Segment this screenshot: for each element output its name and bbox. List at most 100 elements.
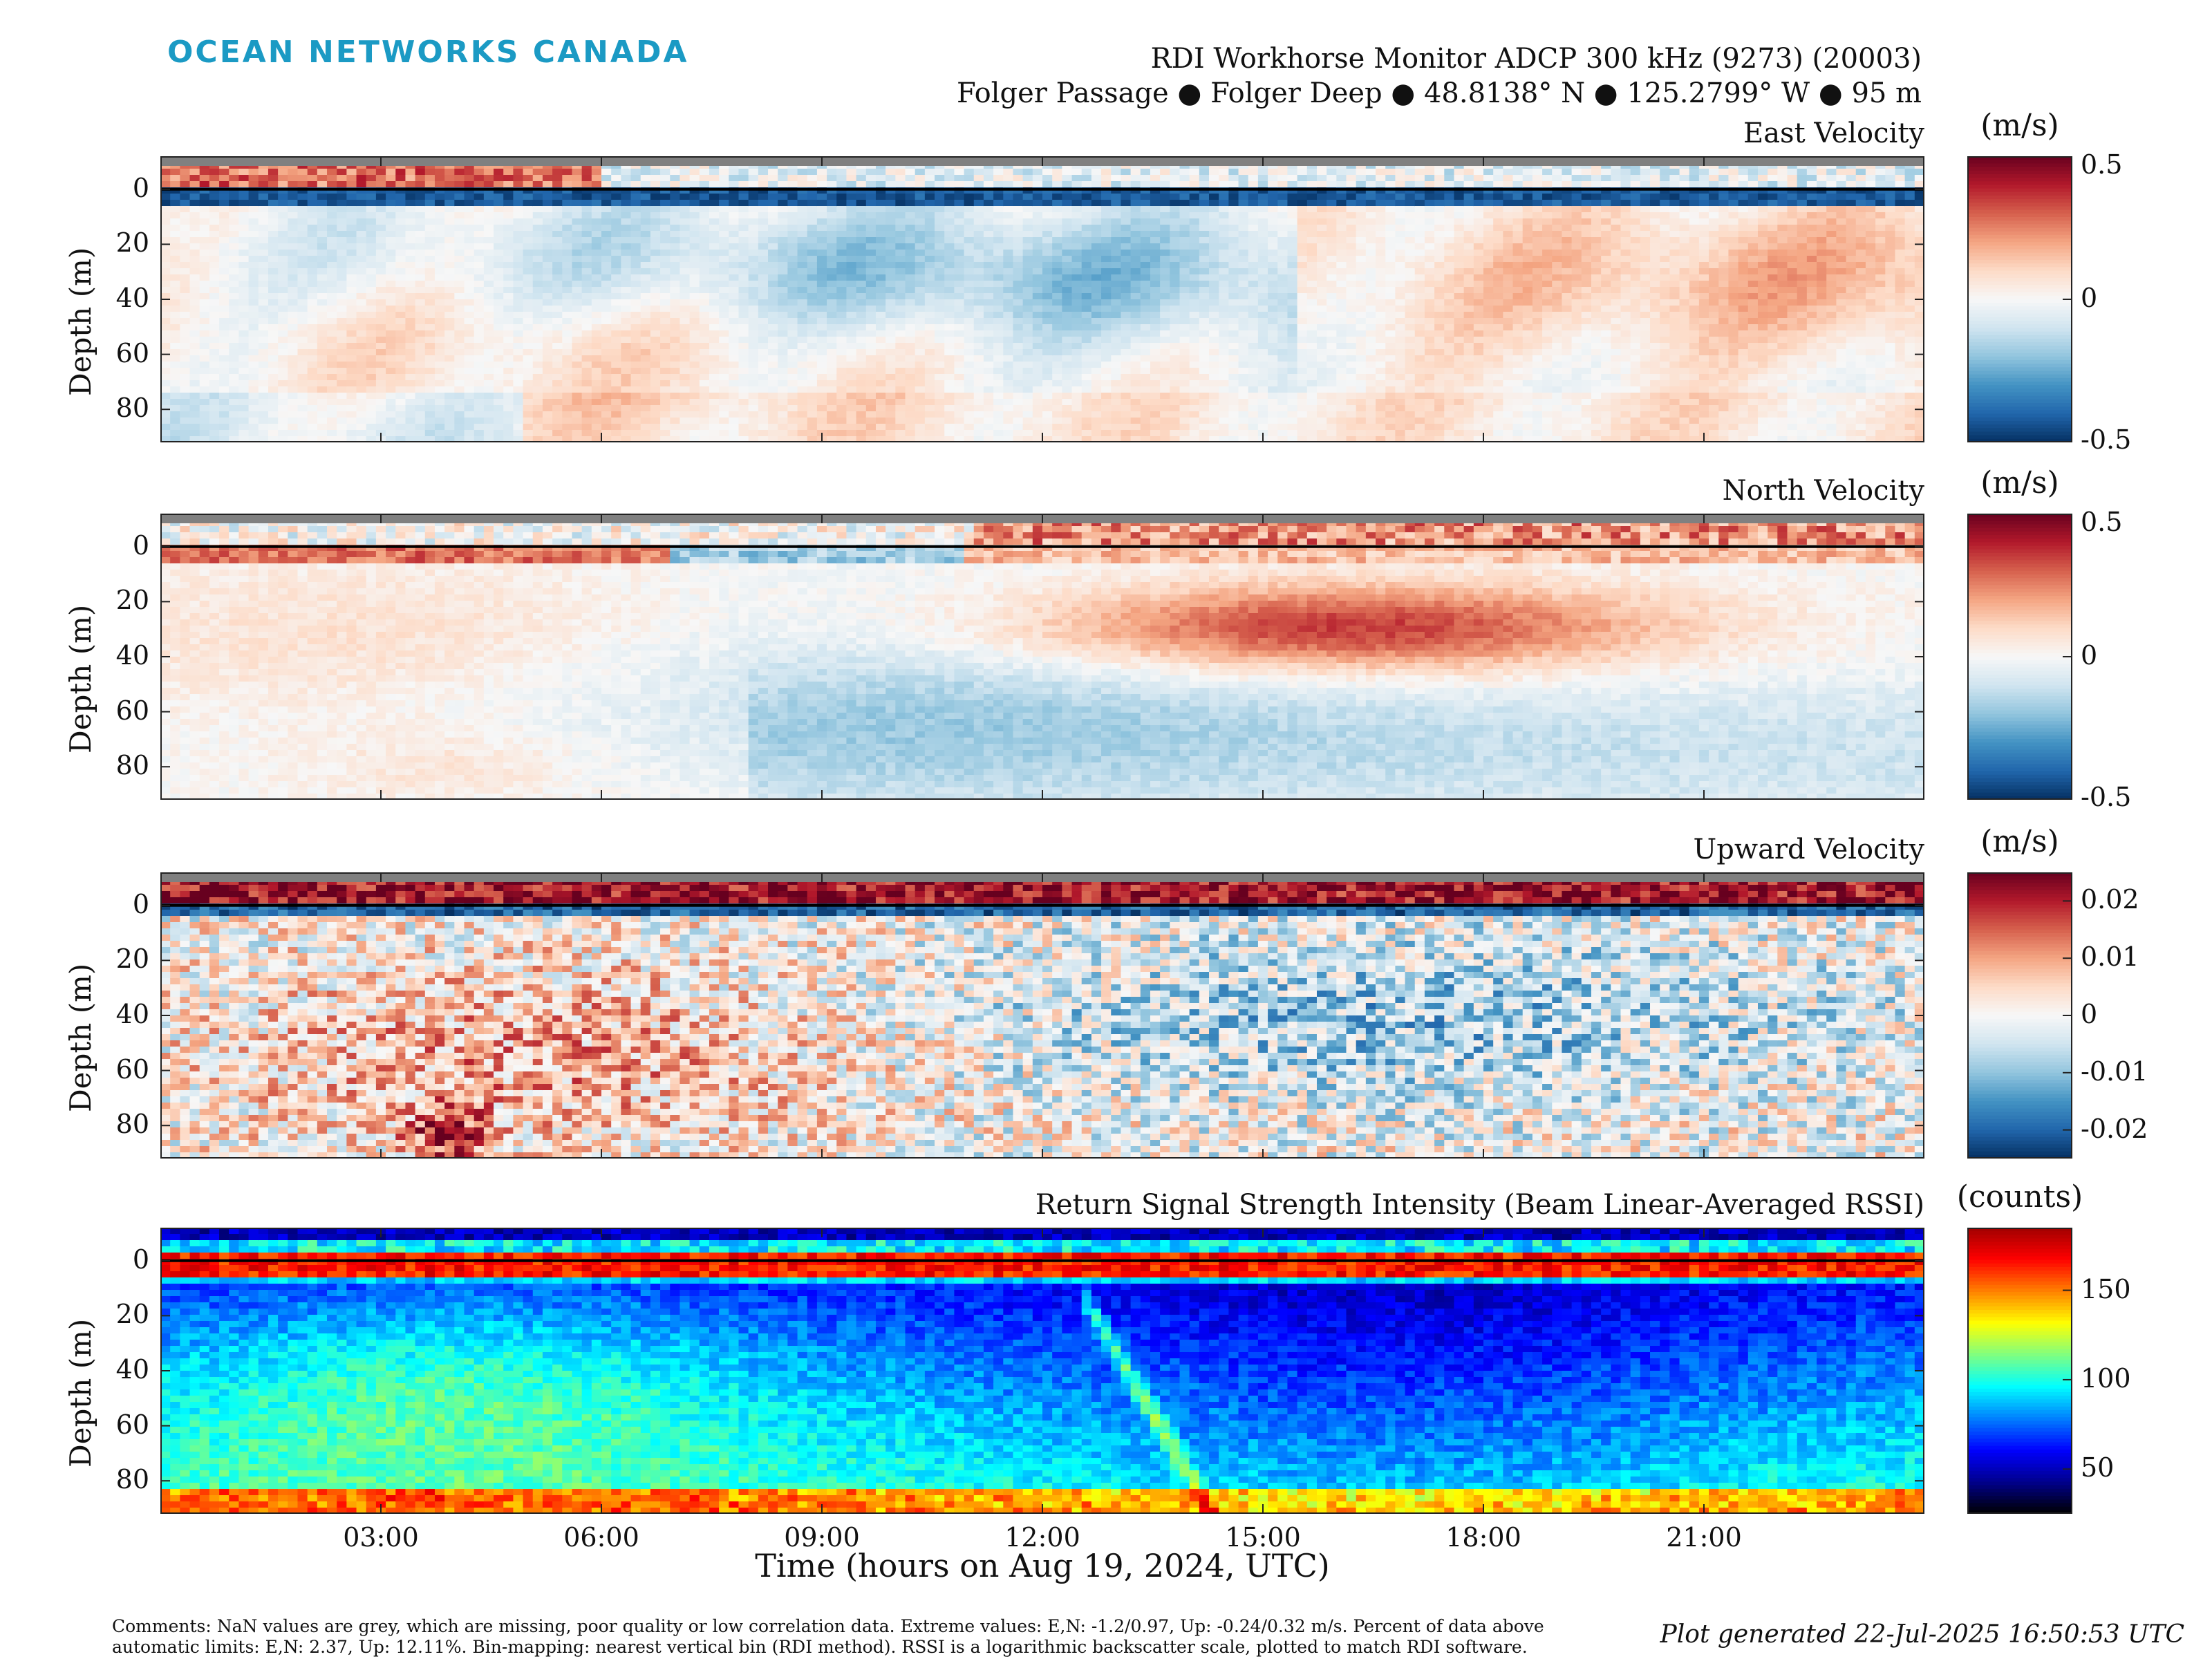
- heatmap-cell: [964, 318, 975, 325]
- heatmap-cell: [1170, 362, 1181, 368]
- heatmap-cell: [865, 169, 877, 176]
- heatmap-cell: [199, 243, 210, 250]
- heatmap-cell: [905, 256, 916, 263]
- heatmap-cell: [1042, 169, 1053, 176]
- heatmap-cell: [278, 399, 288, 406]
- heatmap-cell: [278, 250, 288, 256]
- heatmap-cell: [542, 206, 553, 213]
- heatmap-cell: [1101, 374, 1112, 381]
- heatmap-cell: [1140, 194, 1151, 200]
- heatmap-cell: [630, 231, 641, 238]
- heatmap-cell: [1052, 411, 1062, 418]
- heatmap-cell: [297, 268, 308, 275]
- heatmap-cell: [787, 268, 798, 275]
- heatmap-cell: [552, 256, 563, 263]
- heatmap-cell: [1003, 306, 1014, 312]
- heatmap-cell: [993, 349, 1004, 356]
- heatmap-cell: [562, 293, 573, 300]
- heatmap-cell: [483, 194, 494, 200]
- heatmap-cell: [964, 349, 975, 356]
- heatmap-cell: [170, 268, 180, 275]
- heatmap-cell: [1189, 343, 1200, 350]
- heatmap-cell: [670, 343, 681, 350]
- heatmap-cell: [572, 268, 583, 275]
- heatmap-cell: [699, 225, 710, 232]
- heatmap-cell: [483, 337, 494, 344]
- heatmap-cell: [219, 393, 229, 400]
- heatmap-cell: [503, 393, 514, 400]
- heatmap-cell: [288, 175, 299, 182]
- heatmap-cell: [238, 405, 250, 412]
- heatmap-cell: [1081, 330, 1092, 337]
- heatmap-cell: [562, 175, 573, 182]
- heatmap-cell: [1032, 194, 1043, 200]
- heatmap-cell: [758, 306, 769, 312]
- heatmap-cell: [973, 374, 984, 381]
- heatmap-cell: [601, 318, 612, 325]
- heatmap-cell: [415, 424, 426, 431]
- heatmap-cell: [670, 237, 681, 244]
- heatmap-cell: [229, 324, 240, 331]
- heatmap-cell: [983, 175, 994, 182]
- heatmap-cell: [229, 312, 240, 319]
- heatmap-cell: [1170, 349, 1181, 356]
- heatmap-cell: [650, 250, 661, 256]
- heatmap-cell: [827, 436, 837, 442]
- heatmap-cell: [199, 169, 210, 176]
- heatmap-cell: [395, 424, 406, 431]
- heatmap-cell: [317, 194, 328, 200]
- heatmap-cell: [621, 324, 632, 331]
- heatmap-cell: [346, 212, 357, 219]
- heatmap-cell: [238, 380, 250, 387]
- heatmap-cell: [209, 330, 220, 337]
- heatmap-cell: [670, 436, 681, 442]
- heatmap-cell: [160, 237, 171, 244]
- heatmap-cell: [895, 218, 906, 225]
- heatmap-cell: [905, 187, 916, 194]
- heatmap-cell: [846, 362, 857, 368]
- heatmap-cell: [1111, 194, 1122, 200]
- heatmap-cell: [356, 268, 367, 275]
- heatmap-cell: [807, 287, 818, 294]
- heatmap-cell: [415, 293, 426, 300]
- heatmap-cell: [317, 368, 328, 375]
- heatmap-cell: [719, 330, 729, 337]
- heatmap-cell: [993, 436, 1004, 442]
- heatmap-cell: [719, 194, 729, 200]
- heatmap-cell: [581, 368, 592, 375]
- heatmap-cell: [621, 430, 632, 437]
- heatmap-cell: [474, 194, 485, 200]
- heatmap-cell: [513, 243, 524, 250]
- heatmap-cell: [1062, 430, 1073, 437]
- heatmap-cell: [1032, 418, 1043, 424]
- heatmap-cell: [836, 430, 847, 437]
- heatmap-cell: [1042, 206, 1053, 213]
- heatmap-cell: [1209, 355, 1219, 362]
- heatmap-cell: [1189, 187, 1200, 194]
- heatmap-cell: [160, 212, 171, 219]
- heatmap-cell: [1111, 418, 1122, 424]
- heatmap-cell: [581, 243, 592, 250]
- heatmap-cell: [778, 231, 788, 238]
- heatmap-cell: [778, 430, 788, 437]
- heatmap-cell: [601, 355, 612, 362]
- heatmap-cell: [405, 194, 416, 200]
- heatmap-cell: [699, 380, 710, 387]
- heatmap-cell: [415, 368, 426, 375]
- heatmap-cell: [1091, 175, 1102, 182]
- heatmap-cell: [758, 218, 769, 225]
- heatmap-cell: [444, 250, 455, 256]
- heatmap-cell: [846, 318, 857, 325]
- heatmap-cell: [758, 399, 769, 406]
- heatmap-cell: [1199, 343, 1210, 350]
- heatmap-cell: [1062, 187, 1073, 194]
- heatmap-cell: [973, 262, 984, 269]
- heatmap-cell: [650, 430, 661, 437]
- heatmap-cell: [768, 212, 778, 219]
- heatmap-cell: [954, 231, 965, 238]
- heatmap-cell: [689, 237, 700, 244]
- heatmap-cell: [209, 306, 220, 312]
- heatmap-cell: [366, 318, 377, 325]
- heatmap-cell: [386, 256, 396, 263]
- heatmap-cell: [1042, 306, 1053, 312]
